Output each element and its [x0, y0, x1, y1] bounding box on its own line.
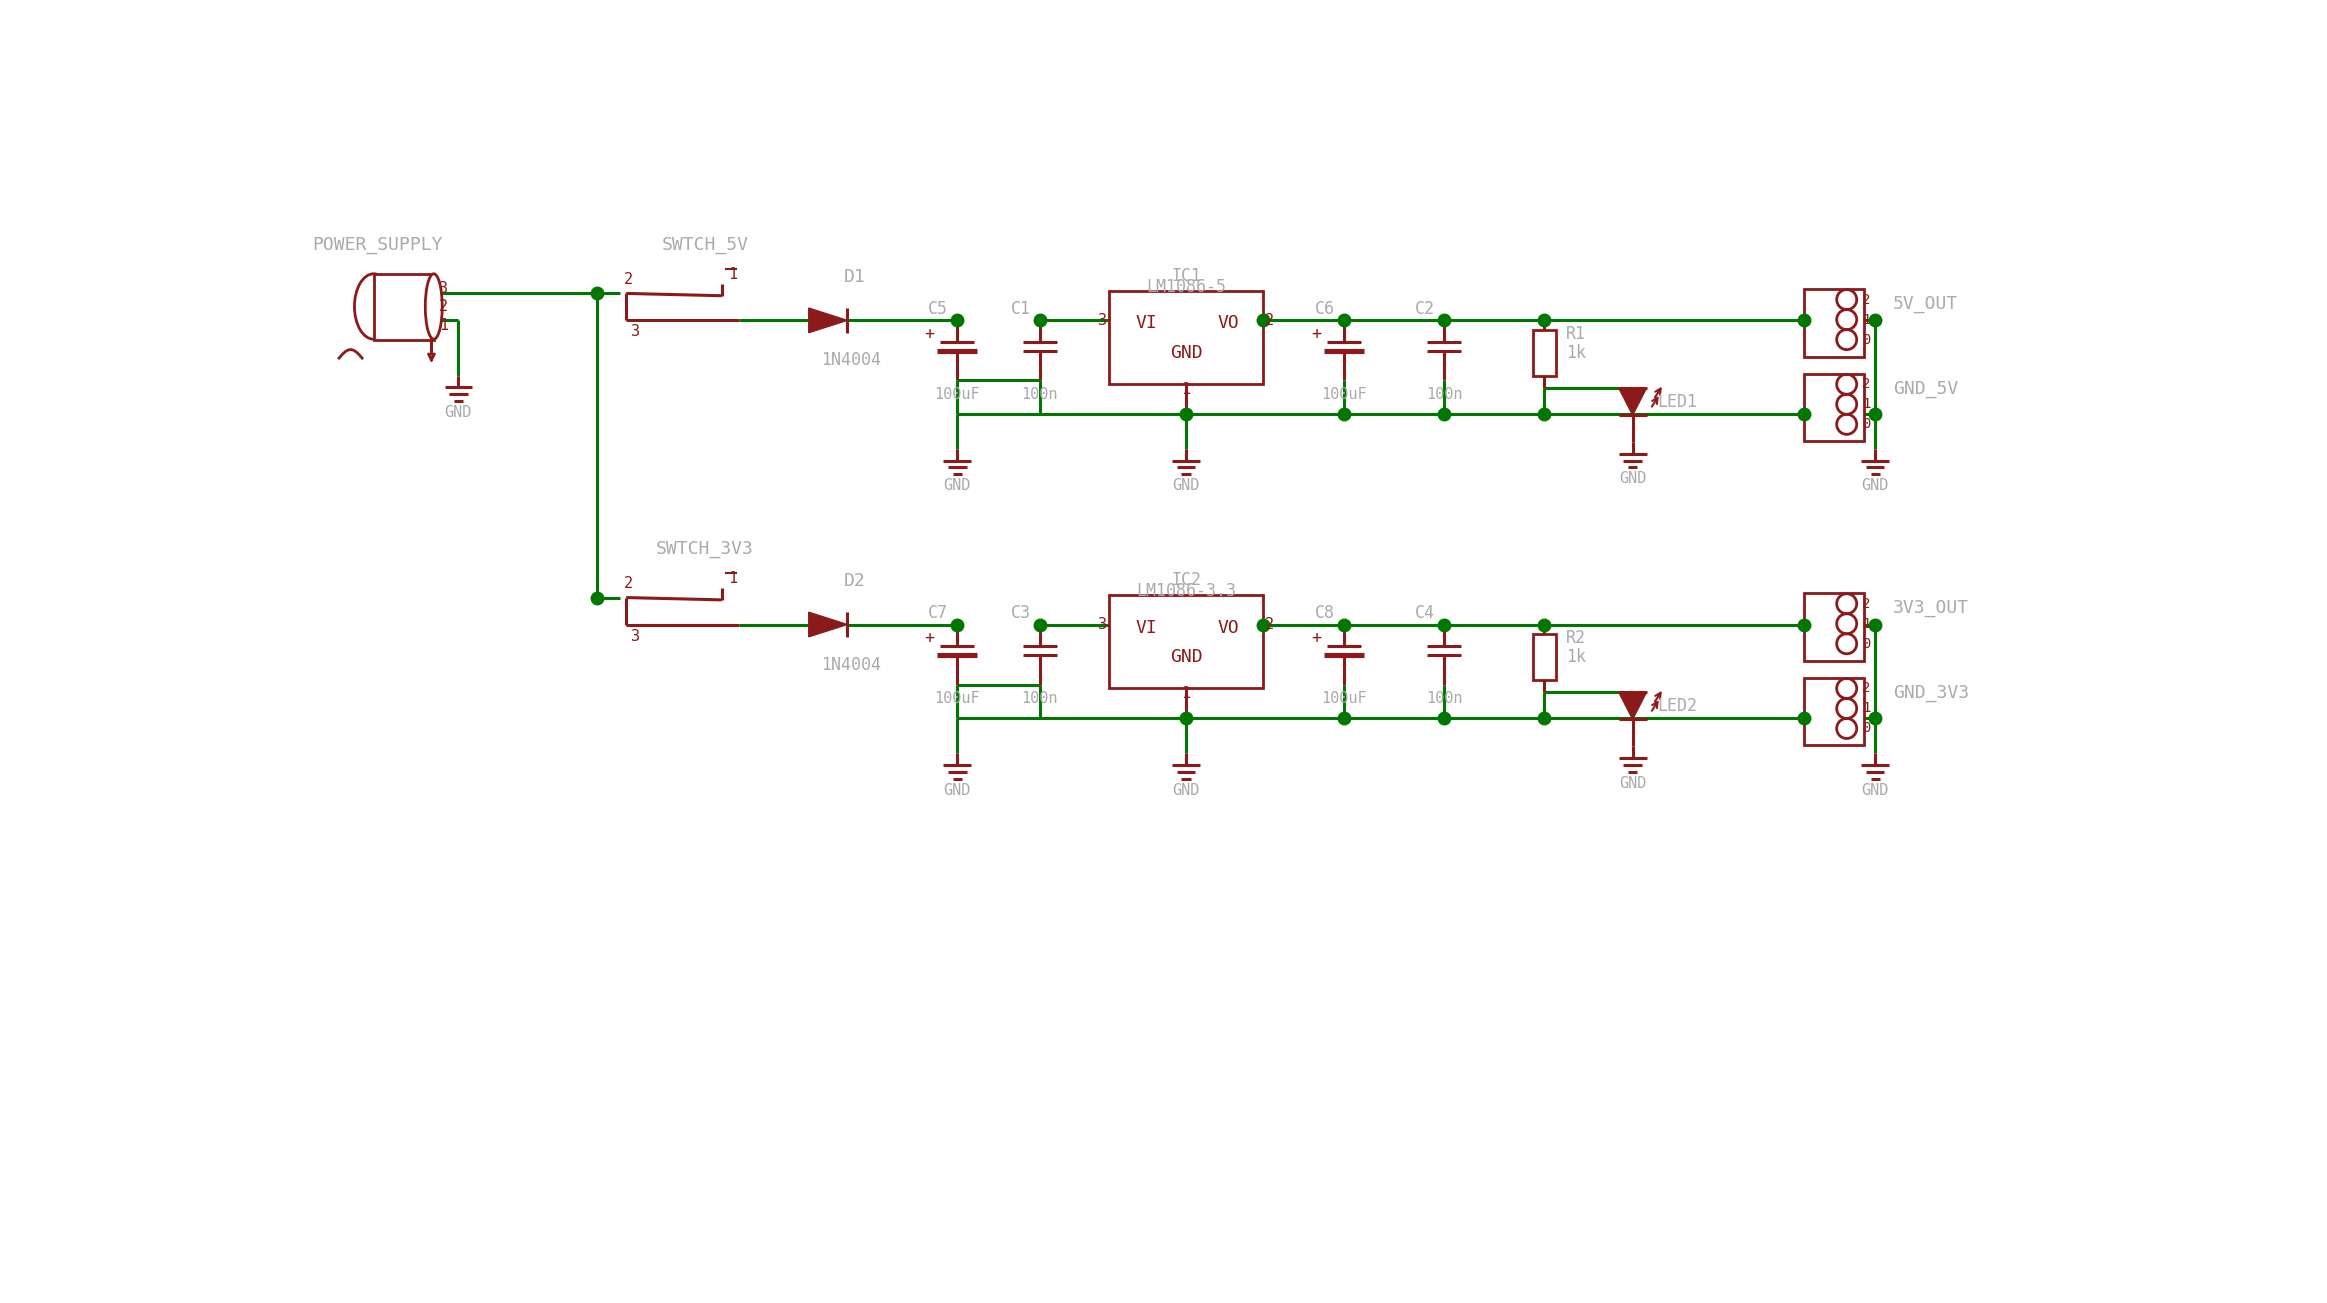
- Text: 100n: 100n: [1426, 387, 1461, 401]
- Text: VO: VO: [1217, 314, 1240, 332]
- Text: 3: 3: [1098, 313, 1108, 328]
- Text: IC2: IC2: [1170, 571, 1201, 589]
- Text: 100uF: 100uF: [935, 691, 980, 706]
- Bar: [1533, 330, 1557, 375]
- Text: SWTCH_5V: SWTCH_5V: [661, 236, 749, 254]
- Text: R1: R1: [1566, 326, 1585, 343]
- Text: 3V3_OUT: 3V3_OUT: [1892, 599, 1969, 618]
- Text: GND: GND: [1620, 775, 1645, 791]
- Text: +: +: [924, 326, 933, 343]
- Polygon shape: [1620, 692, 1648, 719]
- Text: 1N4004: 1N4004: [821, 655, 882, 674]
- Text: IC1: IC1: [1170, 267, 1201, 285]
- Text: 3: 3: [631, 324, 640, 339]
- Bar: [1803, 593, 1864, 661]
- Text: 3: 3: [631, 628, 640, 644]
- Text: VI: VI: [1136, 314, 1157, 332]
- Text: 100uF: 100uF: [935, 387, 980, 401]
- Text: 0: 0: [1862, 417, 1871, 431]
- Text: LM1086-3.3: LM1086-3.3: [1136, 582, 1236, 601]
- Text: 1: 1: [1182, 687, 1191, 701]
- Text: 0: 0: [1862, 332, 1871, 347]
- Text: 100uF: 100uF: [1322, 691, 1366, 706]
- Text: 1N4004: 1N4004: [821, 352, 882, 370]
- Text: D1: D1: [845, 268, 866, 287]
- Ellipse shape: [354, 274, 393, 339]
- Text: 2: 2: [1862, 681, 1871, 696]
- Text: POWER_SUPPLY: POWER_SUPPLY: [312, 236, 442, 254]
- Bar: [1803, 678, 1864, 745]
- Bar: [1803, 374, 1864, 442]
- Text: 1: 1: [440, 318, 449, 334]
- Text: 100uF: 100uF: [1322, 387, 1366, 401]
- Text: GND: GND: [1173, 783, 1201, 797]
- Text: C3: C3: [1010, 605, 1031, 622]
- Text: C1: C1: [1010, 300, 1031, 318]
- Text: 3: 3: [1098, 618, 1108, 632]
- Text: VO: VO: [1217, 619, 1240, 637]
- Polygon shape: [1620, 388, 1648, 416]
- Text: 1: 1: [1862, 701, 1871, 715]
- Text: C5: C5: [928, 300, 947, 318]
- Text: D2: D2: [845, 572, 866, 590]
- Bar: [1803, 289, 1864, 357]
- Text: GND: GND: [1862, 783, 1890, 797]
- Text: 1: 1: [1862, 616, 1871, 631]
- Text: 2: 2: [440, 298, 449, 314]
- Ellipse shape: [426, 274, 442, 339]
- Text: LED1: LED1: [1657, 394, 1696, 410]
- Bar: [1110, 291, 1264, 383]
- Text: +: +: [1310, 629, 1322, 648]
- Text: C8: C8: [1315, 605, 1336, 622]
- Bar: [375, 274, 433, 340]
- Text: 1: 1: [1182, 382, 1191, 397]
- Text: 100n: 100n: [1022, 387, 1059, 401]
- Bar: [1110, 595, 1264, 688]
- Text: 2: 2: [624, 576, 633, 592]
- Text: 1: 1: [1862, 397, 1871, 412]
- Text: C7: C7: [928, 605, 947, 622]
- Text: 100n: 100n: [1426, 691, 1461, 706]
- Text: GND_3V3: GND_3V3: [1892, 684, 1969, 702]
- Text: 2: 2: [1266, 313, 1275, 328]
- Text: GND: GND: [1173, 478, 1201, 494]
- Text: GND: GND: [945, 783, 970, 797]
- Bar: [1533, 633, 1557, 680]
- Text: 5V_OUT: 5V_OUT: [1892, 296, 1957, 313]
- Text: C4: C4: [1415, 605, 1436, 622]
- Text: 2: 2: [1862, 378, 1871, 391]
- Text: 2: 2: [624, 272, 633, 287]
- Text: 1: 1: [728, 267, 738, 281]
- Text: 0: 0: [1862, 637, 1871, 650]
- Text: GND: GND: [1170, 344, 1203, 362]
- Text: GND: GND: [1862, 478, 1890, 494]
- Text: R2: R2: [1566, 629, 1585, 648]
- Text: +: +: [1310, 326, 1322, 343]
- Text: GND: GND: [444, 405, 472, 421]
- Text: 2: 2: [1862, 293, 1871, 306]
- Text: 1: 1: [728, 571, 738, 586]
- Text: GND_5V: GND_5V: [1892, 380, 1957, 397]
- Text: SWTCH_3V3: SWTCH_3V3: [656, 539, 754, 558]
- Text: 100n: 100n: [1022, 691, 1059, 706]
- Polygon shape: [810, 612, 847, 637]
- Text: 1: 1: [1862, 313, 1871, 327]
- Text: GND: GND: [1620, 472, 1645, 486]
- Text: C2: C2: [1415, 300, 1436, 318]
- Text: 0: 0: [1862, 722, 1871, 735]
- Text: VI: VI: [1136, 619, 1157, 637]
- Text: GND: GND: [945, 478, 970, 494]
- Text: GND: GND: [1170, 648, 1203, 666]
- Text: +: +: [924, 629, 933, 648]
- Polygon shape: [810, 308, 847, 332]
- Text: 1k: 1k: [1566, 344, 1585, 362]
- Text: 2: 2: [1266, 618, 1275, 632]
- Text: LED2: LED2: [1657, 697, 1696, 715]
- Text: LM1086-5: LM1086-5: [1145, 279, 1226, 296]
- Text: 2: 2: [1862, 597, 1871, 611]
- Text: C6: C6: [1315, 300, 1336, 318]
- Text: 3: 3: [440, 281, 449, 296]
- Text: 1k: 1k: [1566, 648, 1585, 666]
